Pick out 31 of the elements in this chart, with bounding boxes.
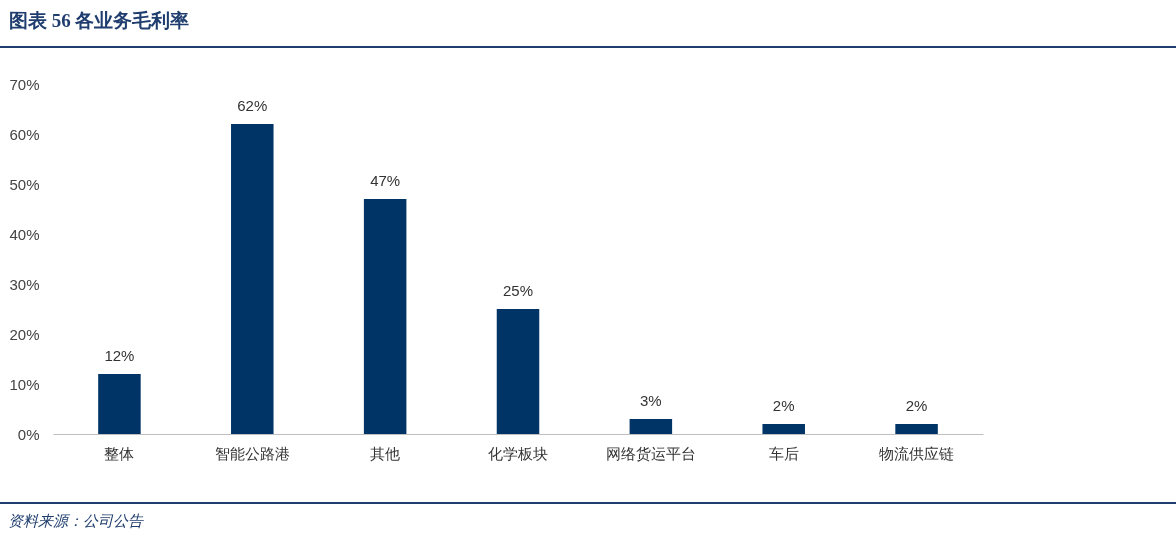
x-tick-label: 物流供应链 <box>879 444 955 463</box>
y-tick-label: 0% <box>17 425 40 443</box>
x-tick-label: 网络货运平台 <box>605 444 696 463</box>
y-tick-label: 40% <box>9 225 40 243</box>
data-label: 2% <box>772 397 795 414</box>
bar <box>629 419 673 434</box>
bar <box>496 309 540 434</box>
x-tick-label: 整体 <box>104 444 135 463</box>
data-label: 3% <box>640 392 662 409</box>
bar <box>231 124 274 434</box>
x-tick-label: 化学板块 <box>488 444 548 463</box>
chart-title: 图表 56 各业务毛利率 <box>8 10 190 31</box>
y-tick-label: 70% <box>9 75 40 93</box>
y-tick-label: 50% <box>9 175 40 193</box>
bar <box>98 374 141 434</box>
bar <box>895 424 938 434</box>
x-tick-label: 车后 <box>768 444 799 463</box>
data-label: 62% <box>237 97 268 114</box>
x-tick-label: 其他 <box>370 444 401 463</box>
text: 资料来源：公司公告 <box>8 512 143 531</box>
data-label: 25% <box>502 282 534 299</box>
bar <box>762 424 805 434</box>
bar <box>363 199 407 434</box>
data-label: 2% <box>905 397 928 414</box>
y-tick-label: 60% <box>9 125 40 143</box>
y-tick-label: 30% <box>9 275 40 293</box>
x-tick-label: 智能公路港 <box>214 444 290 463</box>
data-label: 47% <box>370 172 401 189</box>
y-tick-label: 20% <box>9 325 40 343</box>
data-label: 12% <box>104 347 135 364</box>
y-tick-label: 10% <box>9 375 40 393</box>
